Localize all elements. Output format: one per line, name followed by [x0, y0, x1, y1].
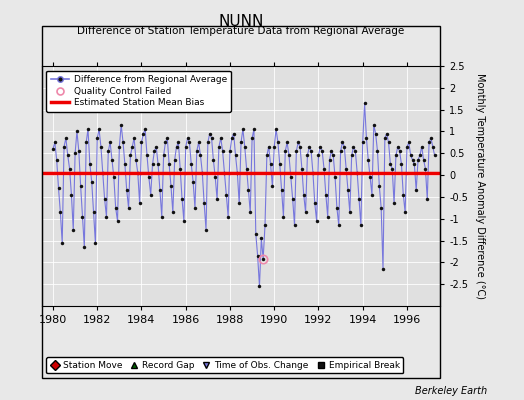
Text: Berkeley Earth: Berkeley Earth: [415, 386, 487, 396]
Legend: Difference from Regional Average, Quality Control Failed, Estimated Station Mean: Difference from Regional Average, Qualit…: [47, 70, 231, 112]
Legend: Station Move, Record Gap, Time of Obs. Change, Empirical Break: Station Move, Record Gap, Time of Obs. C…: [47, 357, 403, 374]
Y-axis label: Monthly Temperature Anomaly Difference (°C): Monthly Temperature Anomaly Difference (…: [475, 73, 485, 299]
Text: NUNN: NUNN: [219, 14, 264, 29]
Text: Difference of Station Temperature Data from Regional Average: Difference of Station Temperature Data f…: [78, 26, 405, 36]
